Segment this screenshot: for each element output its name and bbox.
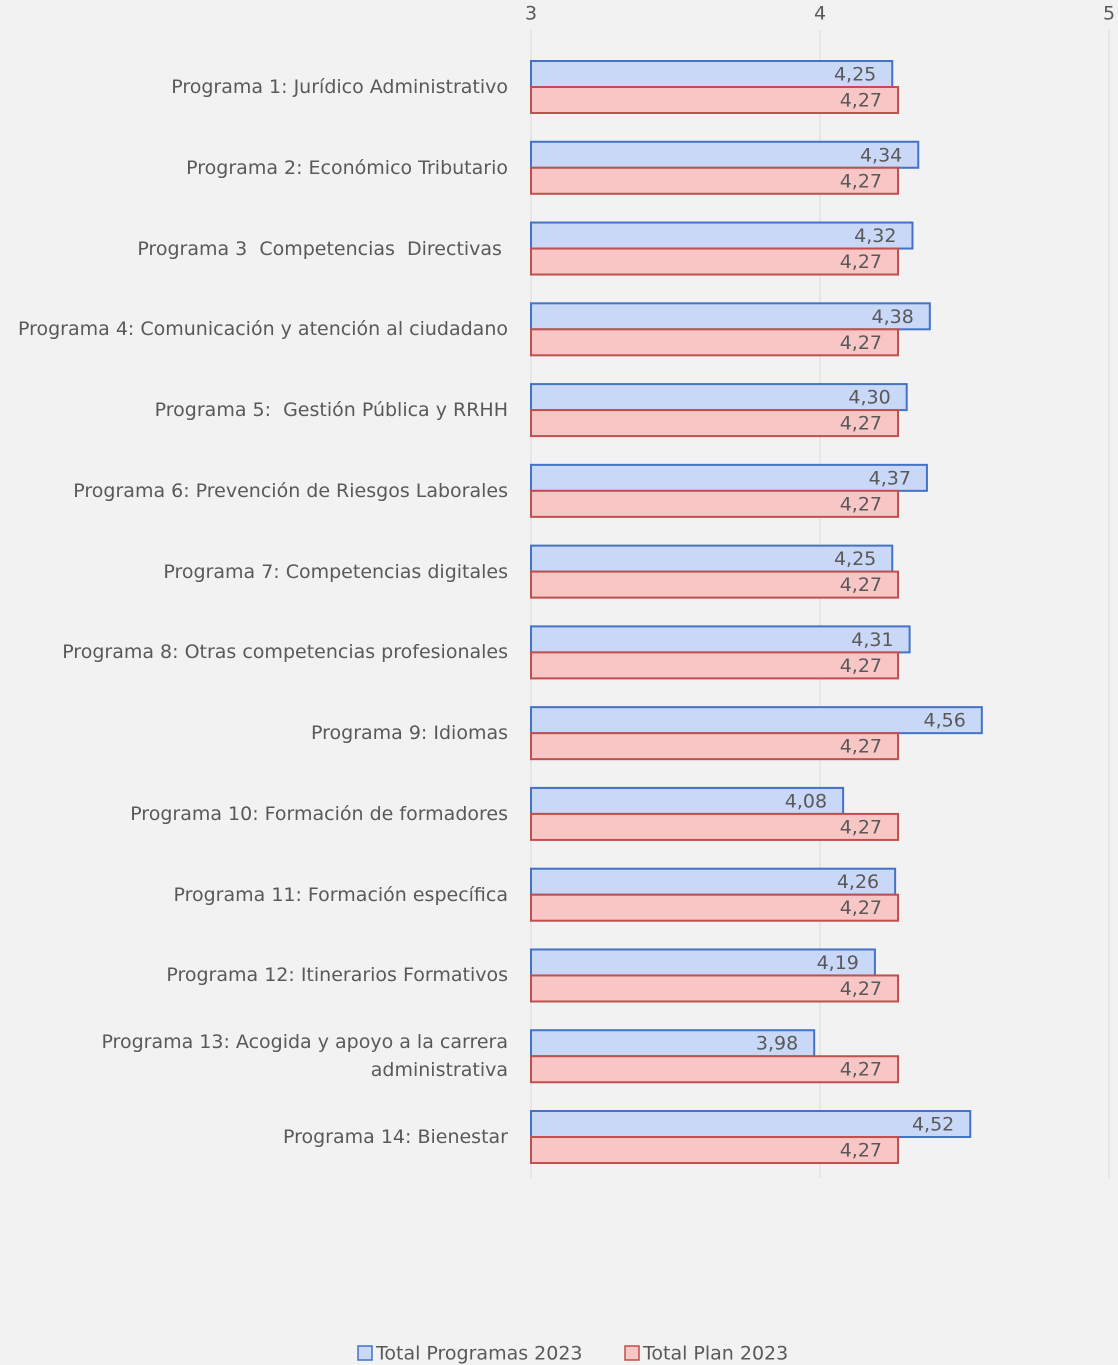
category-label: Programa 10: Formación de formadores <box>130 802 508 825</box>
value-label: 4,31 <box>851 629 893 651</box>
bar <box>530 570 900 599</box>
category-label: Programa 6: Prevención de Riesgos Labora… <box>73 479 508 502</box>
category-label: Programa 9: Idiomas <box>311 722 508 745</box>
category-label: Programa 12: Itinerarios Formativos <box>166 964 508 987</box>
legend-swatch <box>357 1345 373 1361</box>
bar <box>530 651 900 680</box>
bar <box>530 1136 900 1165</box>
x-tick-label: 5 <box>1103 3 1115 25</box>
bar <box>530 1110 972 1139</box>
value-label: 4,27 <box>840 1140 882 1162</box>
bar <box>530 302 931 331</box>
value-label: 4,37 <box>869 467 911 489</box>
value-label: 4,52 <box>912 1114 954 1136</box>
value-label: 4,27 <box>840 978 882 1000</box>
bar <box>530 383 908 412</box>
bar <box>530 328 900 357</box>
value-label: 4,19 <box>817 952 859 974</box>
category-label: Programa 1: Jurídico Administrativo <box>171 76 508 98</box>
value-label: 4,27 <box>840 413 882 435</box>
bar <box>530 812 900 841</box>
value-label: 4,27 <box>840 332 882 354</box>
value-label: 4,26 <box>837 871 879 893</box>
bar <box>530 86 900 114</box>
value-label: 4,34 <box>860 144 902 166</box>
bar <box>530 625 911 654</box>
bar <box>530 786 845 815</box>
legend-label: Total Plan 2023 <box>642 1343 788 1365</box>
value-label: 4,27 <box>840 493 882 515</box>
value-label: 4,27 <box>840 574 882 596</box>
x-tick-label: 4 <box>814 3 826 25</box>
bar <box>530 706 983 735</box>
category-label: Programa 3 Competencias Directivas <box>137 237 508 260</box>
value-label: 4,27 <box>840 897 882 919</box>
value-label: 4,27 <box>840 90 882 112</box>
value-label: 4,27 <box>840 655 882 677</box>
bar <box>530 948 876 977</box>
bar <box>530 409 900 438</box>
bar <box>530 732 900 761</box>
category-label: Programa 4: Comunicación y atención al c… <box>17 318 508 341</box>
bar <box>530 893 900 922</box>
category-label: Programa 5: Gestión Pública y RRHH <box>154 399 508 422</box>
legend-label: Total Programas 2023 <box>375 1343 583 1365</box>
value-label: 4,30 <box>848 387 890 409</box>
value-label: 3,98 <box>756 1033 798 1055</box>
bar <box>530 489 900 518</box>
value-label: 4,08 <box>785 790 827 812</box>
bar <box>530 247 900 276</box>
value-label: 4,27 <box>840 1059 882 1081</box>
category-label: Programa 2: Económico Tributario <box>186 156 508 179</box>
value-label: 4,27 <box>840 816 882 838</box>
bar <box>530 60 894 88</box>
category-label: Programa 7: Competencias digitales <box>163 560 508 583</box>
legend-swatch <box>624 1345 640 1361</box>
category-label: Programa 8: Otras competencias profesion… <box>62 641 508 664</box>
bar <box>530 974 900 1003</box>
bar <box>530 1055 900 1084</box>
value-label: 4,27 <box>840 251 882 273</box>
category-label: Programa 13: Acogida y apoyo a la carrer… <box>101 1031 515 1082</box>
value-label: 4,25 <box>834 548 876 570</box>
value-label: 4,25 <box>834 64 876 86</box>
value-label: 4,27 <box>840 736 882 758</box>
bar <box>530 166 900 195</box>
value-label: 4,32 <box>854 225 896 247</box>
value-label: 4,38 <box>872 306 914 328</box>
category-label: Programa 11: Formación específica <box>173 883 508 906</box>
bar <box>530 140 920 169</box>
category-label: Programa 14: Bienestar <box>282 1126 508 1148</box>
bar <box>530 867 897 896</box>
bar <box>530 463 928 492</box>
value-label: 4,56 <box>924 710 966 732</box>
value-label: 4,27 <box>840 170 882 192</box>
x-tick-label: 3 <box>525 3 537 25</box>
